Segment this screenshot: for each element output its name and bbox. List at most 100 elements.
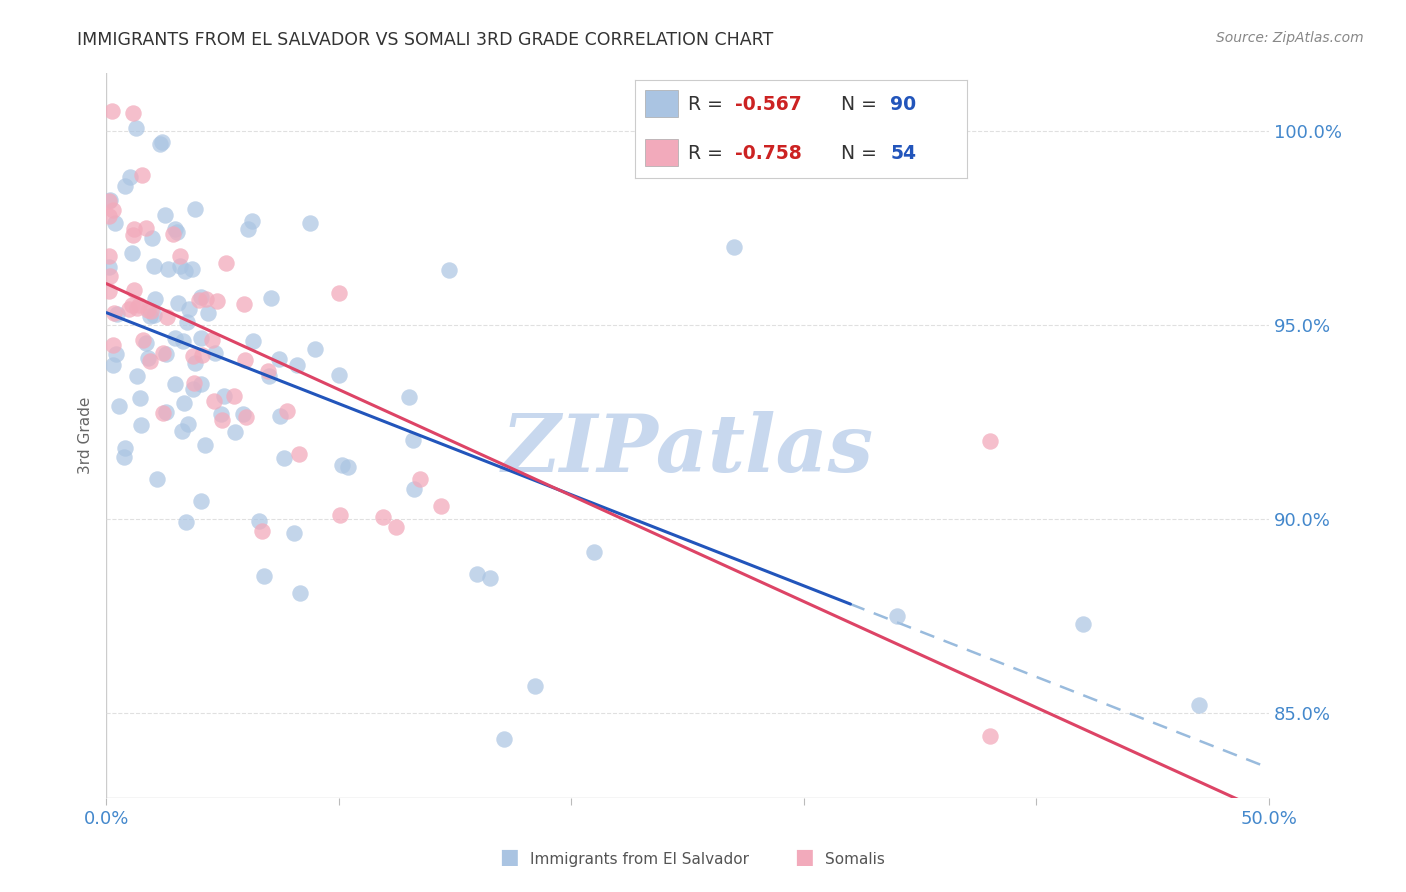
Point [121,106,143,120]
Point [181,349,204,363]
Point [190,290,212,304]
Point [166,225,188,239]
Point [143,292,166,306]
Point [283,525,305,540]
Point [402,482,425,496]
Point [329,508,352,522]
Point [155,405,177,419]
Point [156,310,179,324]
Point [101,103,124,118]
Point [336,460,359,475]
Point [180,261,202,276]
Point [103,358,125,372]
Point [122,221,145,235]
Point [253,569,276,583]
Point [150,135,173,149]
Point [288,447,311,461]
Point [105,347,128,361]
Point [132,333,155,347]
Point [129,391,152,405]
Point [257,369,280,384]
Point [98,193,121,207]
Point [235,353,257,368]
Text: ■: ■ [499,847,519,867]
Point [252,524,274,538]
Point [114,179,136,194]
Text: ZIPatlas: ZIPatlas [502,411,873,489]
Point [139,354,162,368]
Point [273,450,295,465]
Point [190,494,212,508]
Point [979,434,1001,449]
Point [224,388,246,402]
Point [328,286,350,301]
Point [129,417,152,432]
Point [202,393,225,408]
Point [103,306,125,320]
Point [97,260,120,274]
Point [242,334,264,349]
Point [385,520,408,534]
Point [101,338,124,352]
Point [153,208,176,222]
Point [181,382,204,396]
Point [190,331,212,345]
Point [125,301,148,315]
Point [152,346,174,360]
Point [191,348,214,362]
Point [163,377,186,392]
Point [156,262,179,277]
Point [437,262,460,277]
Point [152,407,174,421]
Point [183,376,205,390]
Point [97,284,120,298]
Point [190,377,212,392]
Point [169,259,191,273]
Point [105,306,128,320]
Text: Immigrants from El Salvador: Immigrants from El Salvador [530,852,749,867]
Point [184,202,207,216]
Point [524,679,547,693]
Point [121,228,143,243]
Text: Source: ZipAtlas.com: Source: ZipAtlas.com [1216,31,1364,45]
Point [163,331,186,345]
Point [886,608,908,623]
Point [97,209,120,223]
Point [141,230,163,244]
Point [201,333,224,347]
Point [209,408,232,422]
Point [276,403,298,417]
Point [108,399,131,413]
Point [583,545,606,559]
Point [204,346,226,360]
Point [127,369,149,384]
Point [478,570,501,584]
Point [328,368,350,383]
Point [136,302,159,317]
Point [187,293,209,308]
Point [214,256,236,270]
Point [97,194,120,209]
Point [402,433,425,447]
Point [224,425,246,439]
Point [269,351,291,366]
Point [139,309,162,323]
Point [163,222,186,236]
Point [176,315,198,329]
Text: ■: ■ [794,847,814,867]
Point [205,294,228,309]
Point [194,438,217,452]
Point [98,269,121,284]
Point [125,121,148,136]
Point [172,424,194,438]
Point [212,389,235,403]
Point [149,137,172,152]
Point [162,227,184,242]
Point [409,472,432,486]
Point [373,509,395,524]
Point [247,514,270,528]
Point [142,259,165,273]
Point [135,336,157,351]
Point [304,343,326,357]
Point [174,516,197,530]
